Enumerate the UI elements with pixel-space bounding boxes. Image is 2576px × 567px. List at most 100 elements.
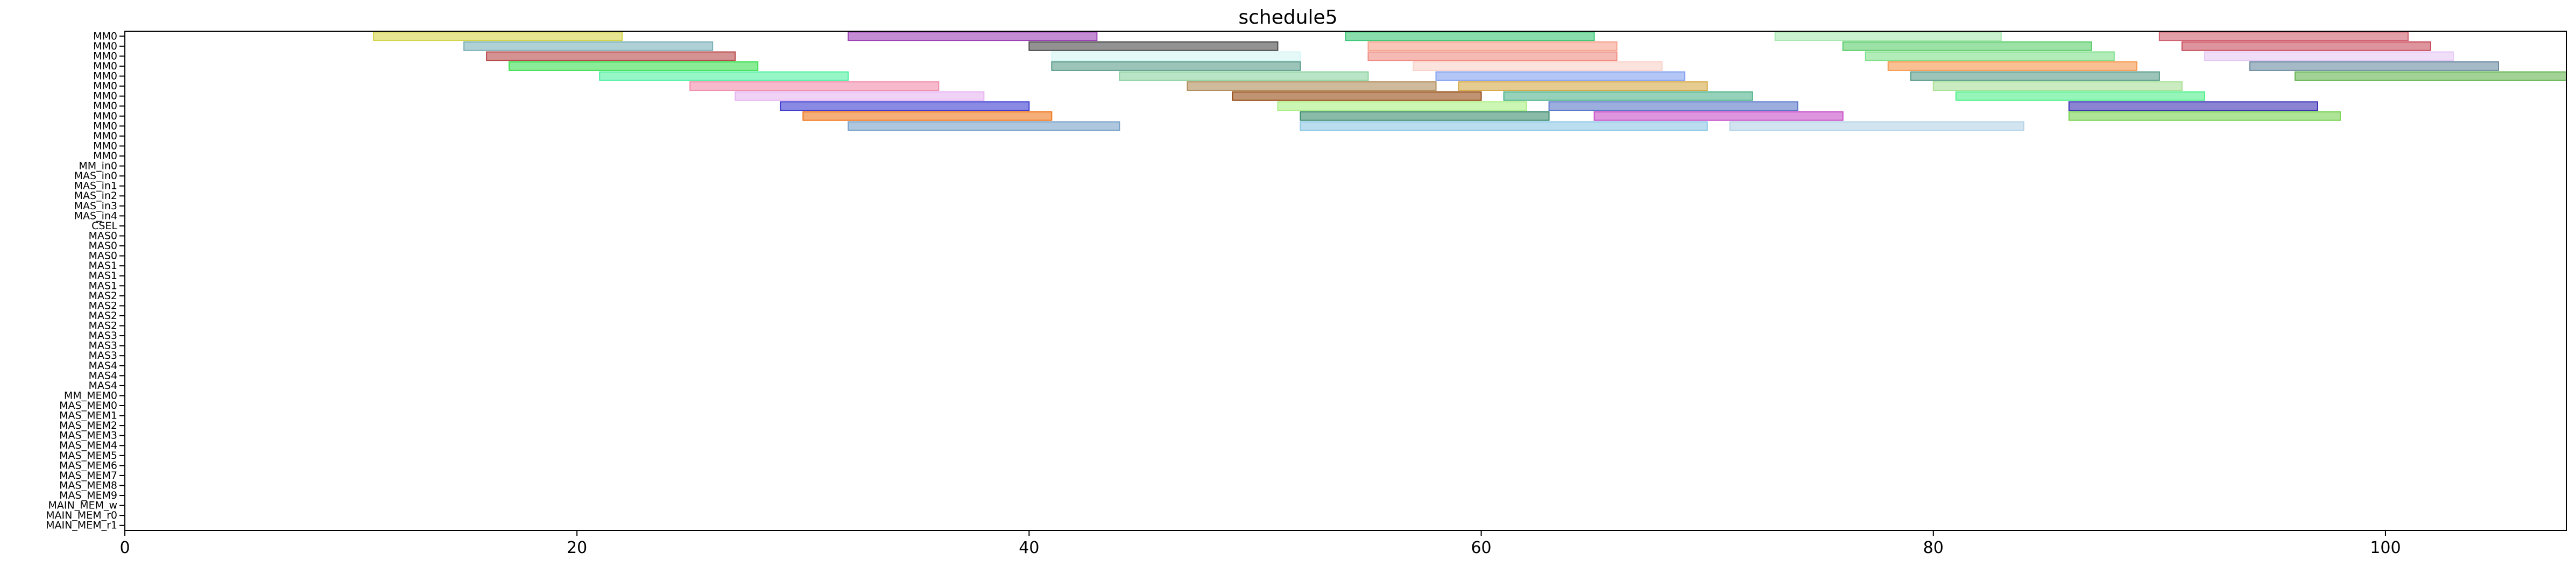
y-tick-label: MM_in0 <box>79 160 117 172</box>
gantt-bar <box>373 31 623 41</box>
gantt-bar <box>848 31 1098 41</box>
gantt-bar <box>735 91 985 101</box>
y-tick-label: MAS3 <box>88 350 117 362</box>
y-tick-label: MAS_MEM2 <box>59 420 117 431</box>
x-tick-label: 60 <box>1471 538 1491 557</box>
gantt-bar <box>1277 101 1527 111</box>
y-tick-label: MM0 <box>93 70 117 82</box>
y-tick-label: MM_MEM0 <box>64 389 117 401</box>
gantt-bar <box>2068 101 2318 111</box>
y-tick-label: MAS4 <box>88 360 117 372</box>
gantt-bar <box>1865 51 2115 61</box>
y-tick-label: MAS4 <box>88 370 117 381</box>
gantt-bar <box>1051 51 1301 61</box>
y-tick-label: MAS_in3 <box>74 200 117 212</box>
y-tick-label: MAS1 <box>88 270 117 282</box>
y-tick-label: MM0 <box>93 90 117 102</box>
gantt-bar <box>1367 51 1618 61</box>
y-tick-label: MAS2 <box>88 300 117 311</box>
y-axis: MM0MM0MM0MM0MM0MM0MM0MM0MM0MM0MM0MM0MM0M… <box>46 30 125 531</box>
gantt-bar <box>1435 71 1685 81</box>
gantt-bar <box>1232 91 1482 101</box>
y-tick-label: MM0 <box>93 140 117 152</box>
gantt-bar <box>1932 81 2183 91</box>
y-tick-label: MM0 <box>93 100 117 112</box>
y-tick-label: MM0 <box>93 50 117 62</box>
y-tick-label: MM0 <box>93 130 117 142</box>
gantt-bar <box>2204 51 2454 61</box>
y-tick-label: MAS2 <box>88 320 117 332</box>
gantt-bar <box>1051 61 1301 71</box>
gantt-bar <box>2158 31 2409 41</box>
gantt-bar <box>1458 81 1708 91</box>
y-tick-label: MM0 <box>93 30 117 42</box>
x-tick-label: 80 <box>1923 538 1944 557</box>
gantt-bar <box>1187 81 1437 91</box>
y-tick-label: MAS3 <box>88 330 117 342</box>
chart-title: schedule5 <box>1238 6 1338 29</box>
y-tick-label: MAS2 <box>88 310 117 322</box>
gantt-bar <box>802 111 1053 121</box>
x-tick-label: 0 <box>119 538 130 557</box>
gantt-bar <box>1367 41 1618 51</box>
gantt-bar <box>599 71 849 81</box>
y-tick-label: MM0 <box>93 110 117 122</box>
gantt-bar <box>2294 71 2567 81</box>
y-tick-label: MAS_MEM1 <box>59 410 117 422</box>
y-tick-label: MM0 <box>93 150 117 162</box>
gantt-bar <box>1729 121 2024 131</box>
y-tick-label: MAS3 <box>88 340 117 352</box>
gantt-bar <box>1413 61 1663 71</box>
y-tick-label: MAS_MEM7 <box>59 470 117 481</box>
bars-layer <box>373 31 2567 131</box>
gantt-bar <box>1910 71 2160 81</box>
y-tick-label: MAS_MEM8 <box>59 479 117 491</box>
gantt-bar <box>1345 31 1595 41</box>
y-tick-label: MAS_MEM5 <box>59 450 117 462</box>
gantt-bar <box>509 61 759 71</box>
y-tick-label: MM0 <box>93 40 117 52</box>
y-tick-label: MM0 <box>93 80 117 92</box>
gantt-bar <box>1300 121 1708 131</box>
gantt-bar <box>1887 61 2137 71</box>
gantt-bar <box>689 81 940 91</box>
y-tick-label: MAIN_MEM_r1 <box>46 520 117 531</box>
gantt-bar <box>1503 91 1753 101</box>
gantt-bar <box>1842 41 2092 51</box>
gantt-bar <box>780 101 1030 111</box>
x-tick-label: 20 <box>567 538 587 557</box>
gantt-bar <box>486 51 736 61</box>
y-tick-label: MM0 <box>93 120 117 132</box>
y-tick-label: MAS0 <box>88 230 117 242</box>
gantt-bar <box>1774 31 2002 41</box>
y-tick-label: MAS1 <box>88 260 117 272</box>
gantt-bar <box>2249 61 2499 71</box>
x-axis: 0 20 40 60 80 100 <box>119 530 2401 557</box>
y-tick-label: MAS0 <box>88 250 117 262</box>
y-tick-label: MM0 <box>93 60 117 72</box>
gantt-bar <box>1955 91 2205 101</box>
y-tick-label: CSEL <box>91 220 117 232</box>
y-tick-label: MAIN_MEM_r0 <box>46 509 117 521</box>
y-tick-label: MAS1 <box>88 280 117 292</box>
x-tick-label: 100 <box>2370 538 2401 557</box>
y-tick-label: MAIN_MEM_w <box>48 500 117 512</box>
y-tick-label: MAS_in0 <box>74 170 117 182</box>
gantt-bar <box>1593 111 1844 121</box>
gantt-bar <box>1028 41 1279 51</box>
gantt-bar <box>848 121 1120 131</box>
gantt-bar <box>2068 111 2341 121</box>
y-tick-label: MAS_in4 <box>74 210 117 222</box>
plot-frame <box>124 31 2567 531</box>
y-tick-label: MAS_MEM3 <box>59 430 117 442</box>
y-tick-label: MAS4 <box>88 380 117 392</box>
gantt-bar <box>2181 41 2431 51</box>
y-tick-label: MAS_MEM0 <box>59 400 117 412</box>
gantt-bar <box>463 41 714 51</box>
y-tick-label: MAS_in1 <box>74 180 117 192</box>
y-tick-label: MAS2 <box>88 290 117 302</box>
gantt-bar <box>1119 71 1369 81</box>
y-tick-label: MAS_MEM4 <box>59 440 117 451</box>
y-tick-label: MAS0 <box>88 240 117 252</box>
y-tick-label: MAS_MEM6 <box>59 459 117 471</box>
